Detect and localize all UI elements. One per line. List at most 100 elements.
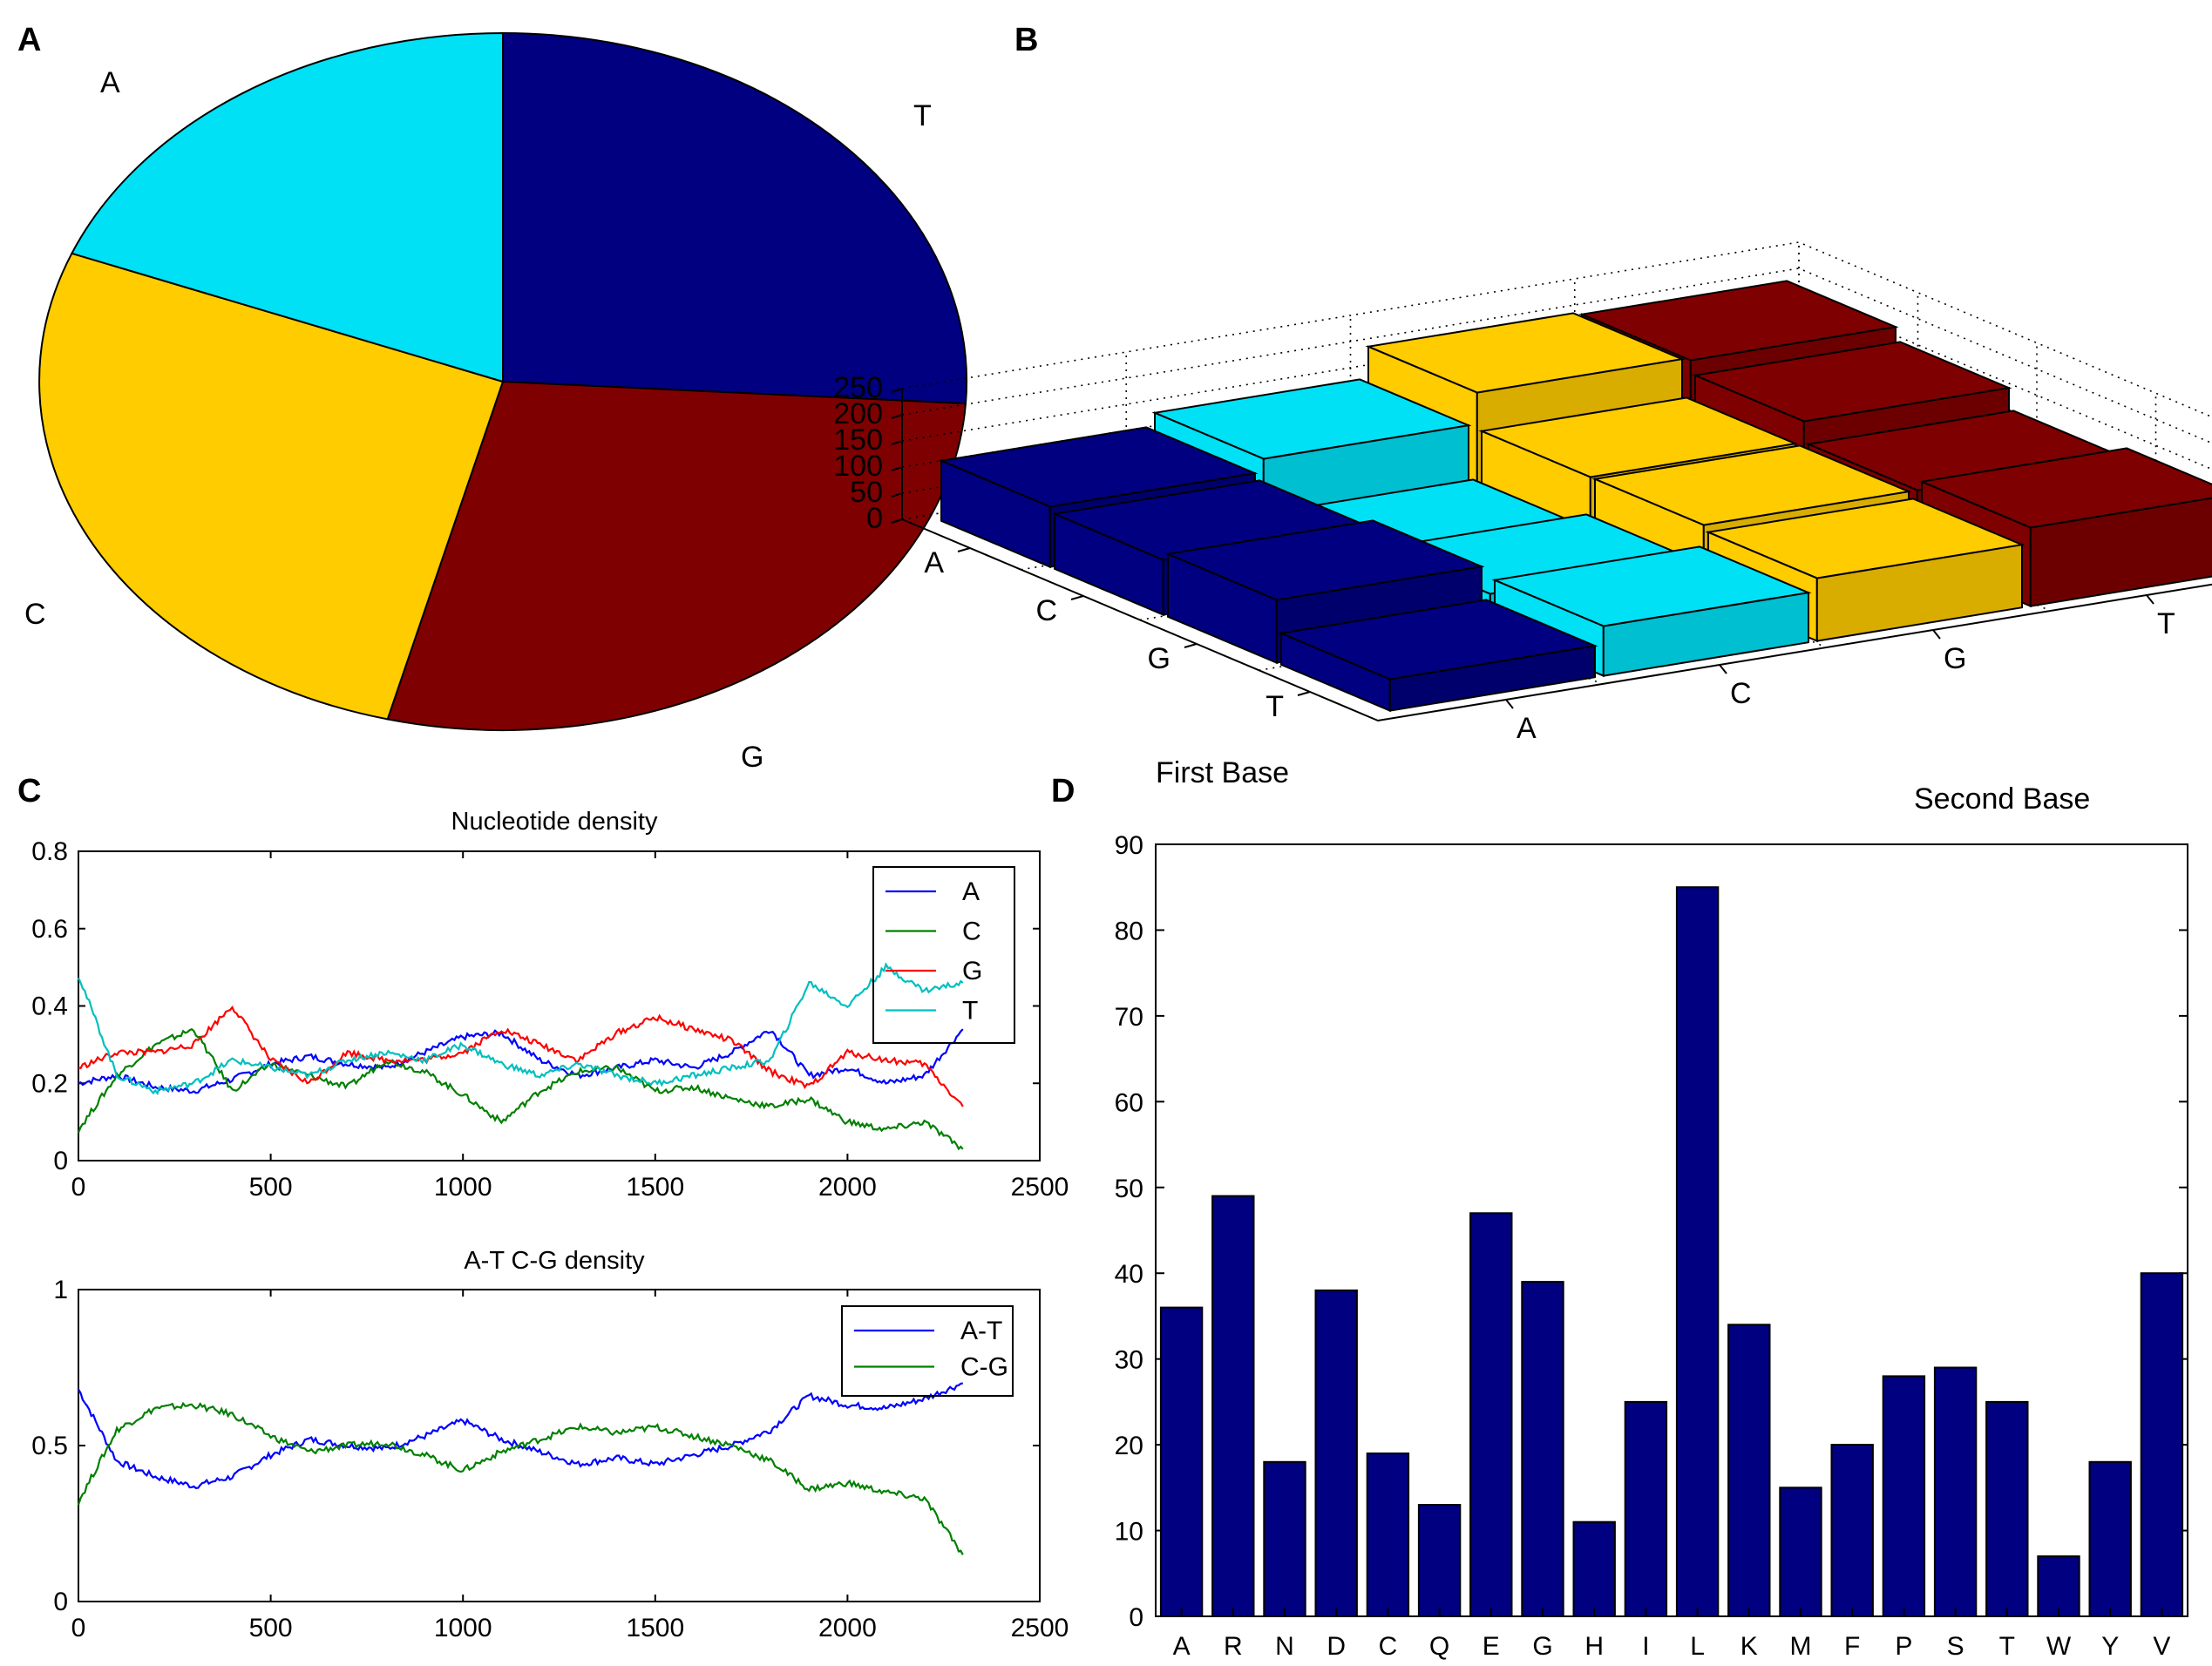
x-tick-label: 0: [71, 1614, 86, 1642]
x-tick-label: 1000: [434, 1614, 492, 1642]
bar-e: [1469, 1212, 1513, 1618]
x-tick-label: 1000: [434, 1173, 492, 1202]
bar-p: [1882, 1375, 1926, 1618]
y-tick-label: 50: [1115, 1175, 1143, 1203]
x-tick-label: 1500: [626, 1173, 684, 1202]
x-tick-label: L: [1690, 1632, 1705, 1661]
bar-q: [1417, 1504, 1462, 1617]
at-cg-density-chart: 0 500 1000 1500 2000 2500 0 0.5 1 A-T C-G: [31, 1276, 1069, 1642]
x-tick-label: G: [1532, 1632, 1552, 1661]
y-tick-label: 70: [1115, 1003, 1143, 1032]
legend-label: A: [962, 877, 980, 906]
second-base-label: Second Base: [1914, 782, 2090, 816]
pie-label-t: T: [913, 99, 932, 132]
pie-slice-g: [38, 252, 505, 721]
x-tick-label: 2500: [1011, 1173, 1069, 1202]
y-tick-label: 0.4: [31, 992, 68, 1021]
bar3d-first-base-tick: [1184, 643, 1198, 648]
bar3d-z-tick: [891, 492, 903, 498]
panel-label-b: B: [1014, 22, 1038, 58]
bar-v: [2140, 1272, 2184, 1617]
legend-box: [841, 1305, 1014, 1397]
y-tick-label: 30: [1115, 1346, 1143, 1375]
x-tick-label: H: [1584, 1632, 1604, 1661]
bar3d-z-tick: [891, 388, 903, 393]
y-tick-label: 0.5: [31, 1432, 68, 1460]
bar3d-first-base-tick: [957, 547, 971, 552]
bar3d-second-base-label: G: [1944, 642, 1966, 675]
bar3d-z-tick-label: 0: [866, 502, 883, 535]
y-tick-label: 0: [53, 1147, 68, 1175]
bar-c: [1366, 1453, 1410, 1617]
bar3d-first-base-label: A: [924, 546, 944, 579]
plot-frame: [78, 850, 1041, 1161]
bar3d-second-base-tick: [1505, 699, 1514, 709]
bar3d-z-tick-label: 200: [833, 397, 883, 430]
panel-label-d: D: [1051, 773, 1075, 809]
x-tick-label: F: [1844, 1632, 1860, 1661]
bar-m: [1779, 1487, 1822, 1618]
bar-a: [1159, 1306, 1204, 1617]
panel-label-a: A: [17, 22, 41, 58]
x-tick-label: 2000: [818, 1173, 877, 1202]
bar3d-second-base-label: T: [2157, 607, 2175, 640]
pie-slice-c: [70, 31, 504, 383]
plot-frame: [1155, 843, 2188, 1617]
x-tick-label: W: [2046, 1632, 2072, 1661]
bar3d-face-side: [1388, 645, 1596, 712]
bar3d-floor-axes: [901, 518, 2212, 722]
y-tick-label: 10: [1115, 1518, 1143, 1547]
y-tick-label: 40: [1115, 1260, 1143, 1289]
series-line-t: [77, 962, 964, 1095]
at-cg-density-title: A-T C-G density: [464, 1247, 645, 1275]
x-tick-label: R: [1224, 1632, 1243, 1661]
bar-w: [2037, 1555, 2080, 1617]
bar3d-first-base-tick: [1070, 595, 1084, 600]
x-tick-label: K: [1740, 1632, 1758, 1661]
bar-l: [1675, 886, 1720, 1617]
x-tick-label: T: [1999, 1632, 2015, 1661]
bar-n: [1263, 1460, 1306, 1618]
x-tick-label: 2500: [1011, 1614, 1069, 1642]
series-line-c-g: [77, 1401, 964, 1555]
legend-label: C-G: [960, 1353, 1008, 1382]
x-tick-label: E: [1483, 1632, 1500, 1661]
bar3d-second-base-label: A: [1517, 712, 1537, 745]
bar3d-first-base-label: G: [1148, 642, 1170, 675]
pie-slice-a: [502, 31, 968, 405]
bar-d: [1314, 1289, 1358, 1618]
bar3d-z-tick: [891, 518, 903, 524]
x-tick-label: 0: [71, 1173, 86, 1202]
bar3d-z-tick-label: 150: [833, 423, 883, 457]
bar3d-first-base-label: T: [1265, 690, 1284, 723]
x-tick-label: 500: [249, 1173, 293, 1202]
y-tick-label: 80: [1115, 917, 1143, 945]
x-tick-label: P: [1895, 1632, 1912, 1661]
bar3d-face-side: [1602, 592, 1809, 677]
bar3d-first-base-tick: [1297, 691, 1311, 696]
bar3d-z-tick: [891, 414, 903, 419]
amino-acid-bar-chart: 0 10 20 30 40 50 60 70 80 90 A R N D C Q E G H I L K M F P S T W Y V: [1115, 831, 2188, 1661]
series-line-c: [77, 1027, 964, 1151]
x-tick-label: 2000: [818, 1614, 877, 1642]
bar3d-z-tick: [891, 440, 903, 445]
y-tick-label: 1: [53, 1276, 68, 1304]
y-tick-label: 0.6: [31, 915, 68, 944]
series-line-g: [78, 1006, 964, 1107]
bar3d-first-base-label: C: [1035, 594, 1057, 627]
bar3d-z-tick: [891, 466, 903, 471]
legend-label: A-T: [960, 1317, 1002, 1345]
x-tick-label: M: [1790, 1632, 1812, 1661]
legend-label: T: [962, 997, 978, 1026]
bar3d-face-side: [1815, 544, 2023, 642]
nucleotide-density-title: Nucleotide density: [451, 808, 658, 836]
x-tick-label: S: [1947, 1632, 1964, 1661]
y-tick-label: 0: [53, 1588, 68, 1616]
pie-label-c: C: [24, 598, 46, 631]
x-tick-label: 500: [249, 1614, 293, 1642]
bar-t: [1985, 1400, 2029, 1618]
panel-label-c: C: [17, 773, 41, 809]
bar-g: [1521, 1281, 1564, 1617]
